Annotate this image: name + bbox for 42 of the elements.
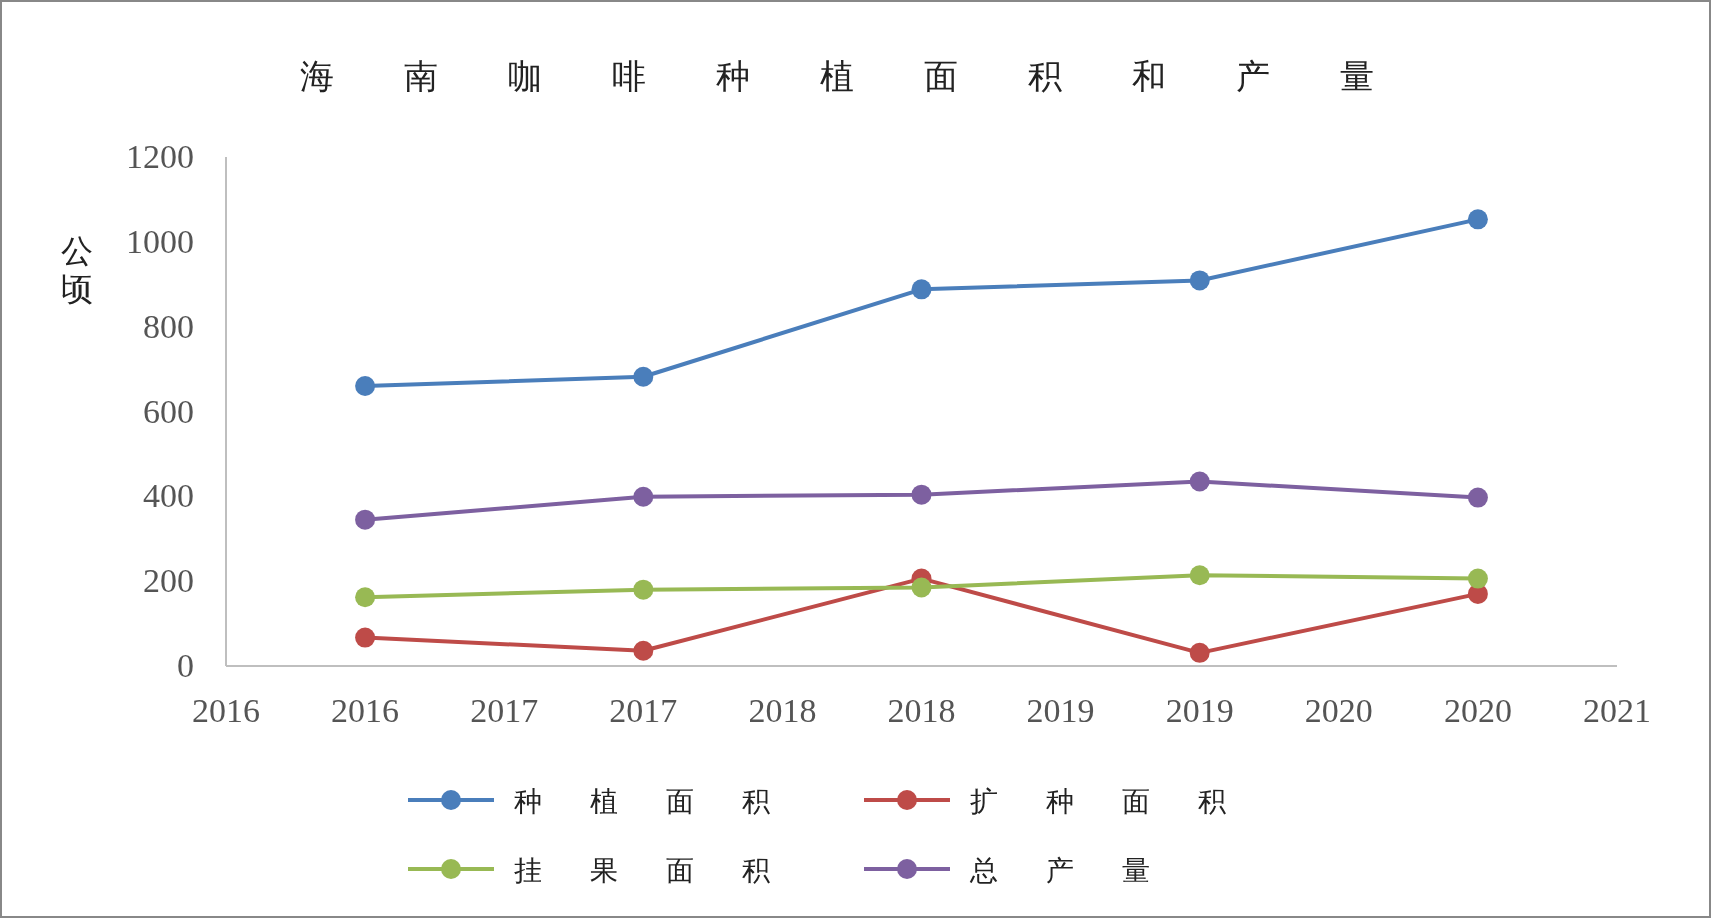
y-tick-label: 800 xyxy=(143,307,194,345)
point xyxy=(911,577,932,598)
point xyxy=(911,484,932,505)
point xyxy=(1189,642,1210,663)
legend-label: 挂果面积 xyxy=(514,854,818,887)
point xyxy=(355,587,376,608)
point xyxy=(1467,568,1488,589)
x-tick-label: 2021 xyxy=(1583,692,1651,729)
x-tick-label: 2016 xyxy=(192,692,260,729)
point xyxy=(1189,565,1210,586)
y-tick-label: 400 xyxy=(143,477,194,515)
point xyxy=(355,627,376,648)
x-tick-label: 2019 xyxy=(1165,692,1234,729)
y-tick-label: 0 xyxy=(177,647,194,684)
y-tick-label: 1000 xyxy=(126,222,194,260)
legend-label: 扩种面积 xyxy=(970,785,1274,818)
point xyxy=(633,486,654,507)
legend-label: 种植面积 xyxy=(514,785,818,818)
y-tick-label: 1200 xyxy=(126,138,194,175)
point xyxy=(633,579,654,600)
x-tick-label: 2018 xyxy=(887,692,956,729)
point xyxy=(355,376,376,397)
point xyxy=(1467,487,1488,508)
point xyxy=(355,509,376,530)
point xyxy=(1189,270,1210,291)
y-tick-label: 600 xyxy=(143,392,194,430)
legend-label: 总产量 xyxy=(969,854,1198,887)
point xyxy=(911,279,932,300)
y-axis-title: 公顷 xyxy=(61,232,93,308)
x-tick-label: 2020 xyxy=(1443,692,1512,729)
x-tick-label: 2017 xyxy=(609,692,678,729)
chart-title: 海南咖啡种植面积和产量 xyxy=(299,56,1444,96)
point xyxy=(1189,471,1210,492)
x-tick-label: 2017 xyxy=(470,692,539,729)
point xyxy=(633,640,654,661)
x-tick-label: 2018 xyxy=(748,692,817,729)
point xyxy=(633,366,654,387)
y-tick-label: 200 xyxy=(143,562,194,600)
point xyxy=(1467,209,1488,230)
x-tick-label: 2019 xyxy=(1026,692,1095,729)
x-tick-label: 2016 xyxy=(331,692,400,729)
x-tick-label: 2020 xyxy=(1304,692,1373,729)
